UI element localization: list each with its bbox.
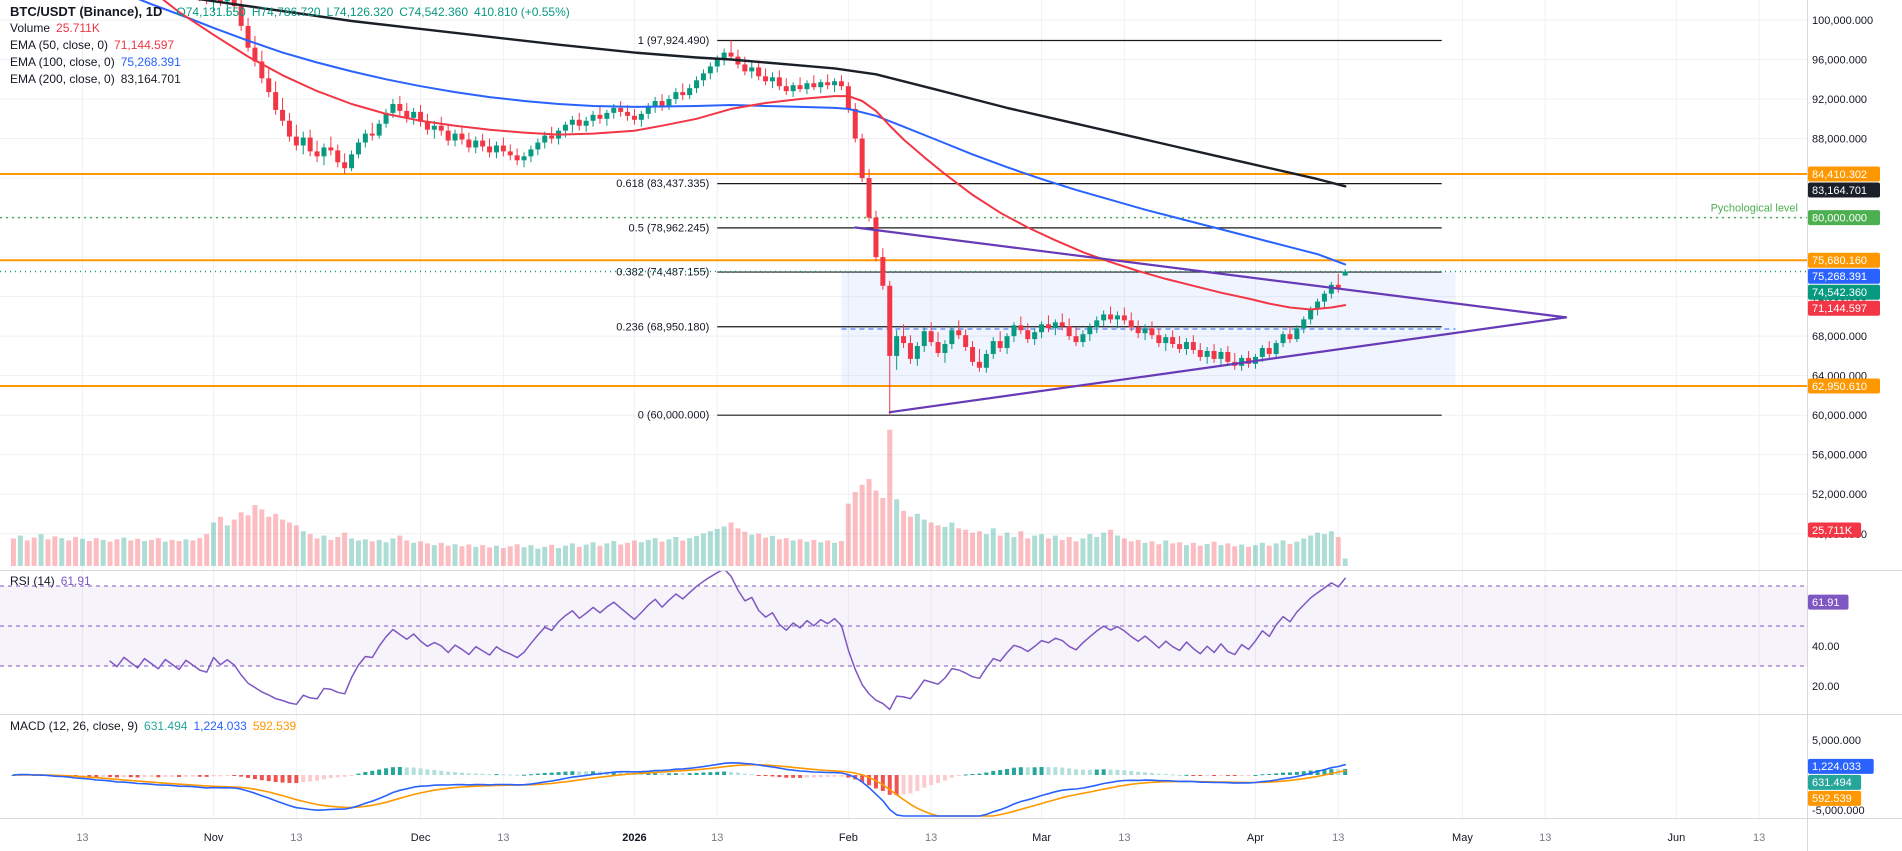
svg-text:1 (97,924.490): 1 (97,924.490) [638,35,710,47]
macd-pane[interactable] [11,762,1348,817]
pennant-lower-line [888,316,1568,414]
svg-text:5,000.000: 5,000.000 [1812,735,1861,747]
svg-text:25.711K: 25.711K [1812,525,1853,537]
svg-text:62,950.610: 62,950.610 [1812,381,1867,393]
svg-text:96,000.000: 96,000.000 [1812,55,1867,67]
ema50-label: EMA (50, close, 0) [10,38,109,52]
ema200-line [196,0,1347,188]
svg-text:80,000.000: 80,000.000 [1812,212,1867,224]
ema100-value: 75,268.391 [120,55,181,69]
svg-text:0 (60,000.000): 0 (60,000.000) [638,410,710,422]
candles [199,0,1348,416]
macd-line-value: 1,224.033 [193,719,247,733]
ema100-label: EMA (100, close, 0) [10,55,115,69]
svg-text:2026: 2026 [622,832,646,844]
macd-signal-value: 592.539 [252,719,297,733]
ohlc-open: O74,131.550 [176,5,246,19]
macd-line [12,762,1346,817]
macd-axis[interactable]: 5,000.000 -5,000.000 1,224.033 631.494 592.5… [1808,735,1874,817]
time-axis[interactable]: 13 Nov 13 Dec 13 2026 13 Feb 13 Mar 13 Apr 13 May 13 Ju… [76,832,1765,844]
rsi-pane[interactable] [0,569,1807,711]
svg-text:75,680.160: 75,680.160 [1812,255,1867,267]
macd-legend[interactable]: MACD (12, 26, close, 9) 631.494 1,224.033 5… [10,719,296,733]
svg-text:13: 13 [1118,832,1130,844]
svg-text:0.236 (68,950.180): 0.236 (68,950.180) [616,321,709,333]
svg-text:74,542.360: 74,542.360 [1812,287,1867,299]
svg-text:20.00: 20.00 [1812,681,1840,693]
macd-signal-line [12,764,1346,817]
macd-label: MACD (12, 26, close, 9) [10,719,139,733]
rsi-axis[interactable]: 40.00 20.00 61.91 [1808,594,1849,693]
rsi-legend[interactable]: RSI (14) 61.91 [10,574,91,588]
symbol-title[interactable]: BTC/USDT (Binance), 1D [10,4,163,19]
gridlines [0,0,1807,818]
svg-text:13: 13 [1753,832,1765,844]
rsi-line [109,571,1346,711]
svg-text:Feb: Feb [839,832,858,844]
svg-text:13: 13 [711,832,723,844]
ohlc-row: BTC/USDT (Binance), 1D O74,131.550 H74,786… [10,3,570,20]
volume-row[interactable]: Volume 25.711K [10,20,570,37]
svg-text:13: 13 [290,832,302,844]
ema200-value: 83,164.701 [120,72,181,86]
svg-text:100,000.000: 100,000.000 [1812,15,1873,27]
svg-text:56,000.000: 56,000.000 [1812,450,1867,462]
svg-text:13: 13 [1539,832,1551,844]
svg-text:88,000.000: 88,000.000 [1812,134,1867,146]
rsi-value: 61.91 [60,574,91,588]
price-axis[interactable]: 100,000.000 96,000.000 92,000.000 88,000.00… [1808,15,1880,541]
ohlc-close: C74,542.360 [399,5,469,19]
macd-hist-value: 631.494 [144,719,188,733]
svg-text:40.00: 40.00 [1812,641,1840,653]
svg-text:92,000.000: 92,000.000 [1812,94,1867,106]
svg-text:0.618 (83,437.335): 0.618 (83,437.335) [616,178,709,190]
svg-text:75,268.391: 75,268.391 [1812,271,1867,283]
ema50-line [162,0,1347,311]
ohlc-low: L74,126.320 [326,5,394,19]
svg-text:592.539: 592.539 [1812,793,1852,805]
svg-text:61.91: 61.91 [1812,597,1840,609]
svg-text:13: 13 [76,832,88,844]
ohlc-change: 410.810 (+0.55%) [474,5,570,19]
svg-text:13: 13 [497,832,509,844]
macd-histogram [11,766,1348,796]
ema200-label: EMA (200, close, 0) [10,72,115,86]
svg-text:-5,000.000: -5,000.000 [1812,805,1865,817]
volume-value: 25.711K [56,21,100,35]
rsi-label: RSI (14) [10,574,55,588]
symbol-legend[interactable]: BTC/USDT (Binance), 1D O74,131.550 H74,786… [10,3,570,88]
volume-bars [10,429,1348,566]
svg-text:60,000.000: 60,000.000 [1812,410,1867,422]
pennant-upper-line [854,226,1568,319]
svg-text:0.5 (78,962.245): 0.5 (78,962.245) [629,222,710,234]
ema100-row[interactable]: EMA (100, close, 0) 75,268.391 [10,54,570,71]
volume-label: Volume [10,21,51,35]
svg-text:83,164.701: 83,164.701 [1812,185,1867,197]
svg-text:52,000.000: 52,000.000 [1812,489,1867,501]
svg-text:13: 13 [1332,832,1344,844]
svg-text:Jun: Jun [1667,832,1685,844]
svg-text:84,410.302: 84,410.302 [1812,169,1867,181]
svg-text:631.494: 631.494 [1812,777,1852,789]
svg-text:0.382 (74,487.155): 0.382 (74,487.155) [616,267,709,279]
svg-text:Mar: Mar [1032,832,1051,844]
price-pane[interactable]: Pychological level 1 (97,924.490) 0.618 (8… [0,0,1807,566]
ema200-row[interactable]: EMA (200, close, 0) 83,164.701 [10,71,570,88]
svg-text:13: 13 [925,832,937,844]
svg-text:May: May [1452,832,1473,844]
svg-text:1,224.033: 1,224.033 [1812,761,1861,773]
svg-text:71,144.597: 71,144.597 [1812,303,1867,315]
svg-text:Apr: Apr [1247,832,1264,844]
svg-text:Nov: Nov [204,832,224,844]
svg-text:Pychological level: Pychological level [1711,203,1798,215]
svg-text:68,000.000: 68,000.000 [1812,331,1867,343]
ema50-row[interactable]: EMA (50, close, 0) 71,144.597 [10,37,570,54]
svg-text:Dec: Dec [411,832,431,844]
ema50-value: 71,144.597 [114,38,175,52]
ohlc-high: H74,786.720 [251,5,321,19]
